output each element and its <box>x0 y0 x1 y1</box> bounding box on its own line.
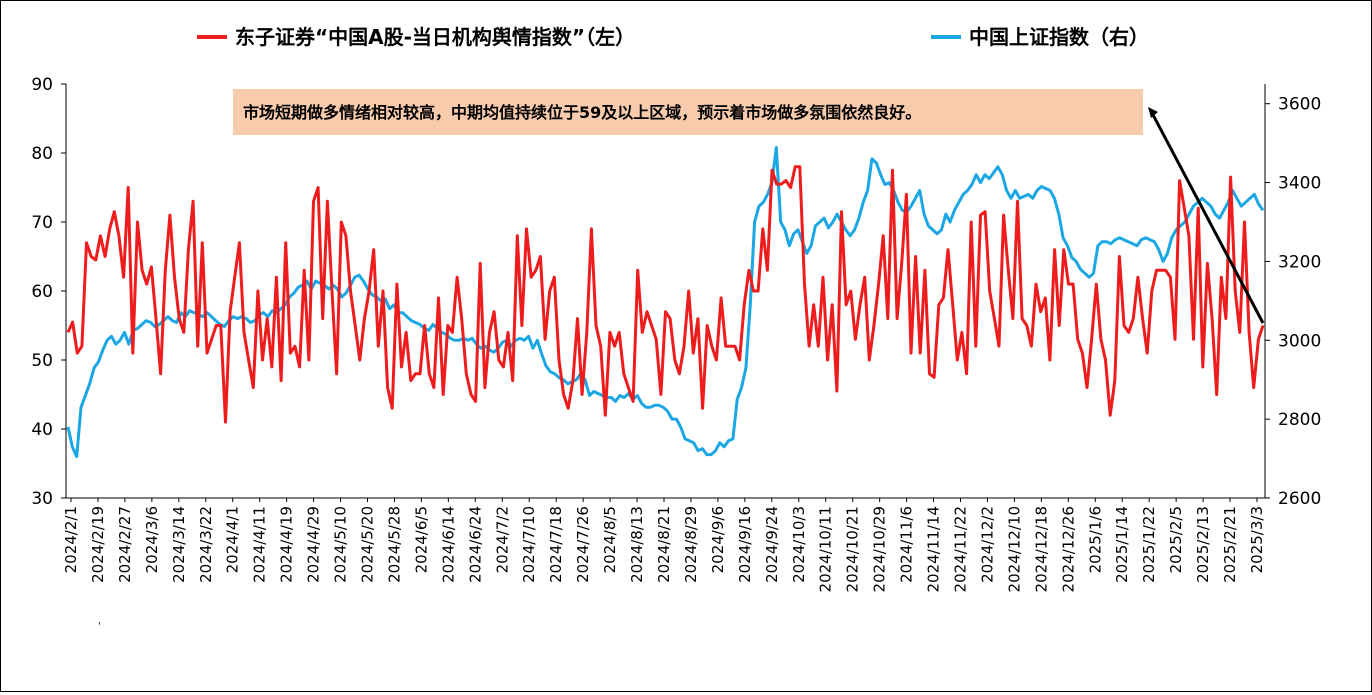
annotation-arrowhead <box>1148 107 1158 118</box>
x-tick-label: 2024/10/21 <box>844 506 862 592</box>
x-tick-label: 2024/7/2 <box>493 506 511 573</box>
x-tick-label: 2024/5/28 <box>385 506 403 583</box>
annotation-box <box>233 89 1143 135</box>
left-y-tick-label: 80 <box>31 144 53 164</box>
annotation-text: 市场短期做多情绪相对较高，中期均值持续位于59及以上区域，预示着市场做多氛围依然… <box>243 103 921 122</box>
x-tick-label: 2024/8/29 <box>682 506 700 583</box>
left-y-tick-label: 50 <box>31 351 53 371</box>
x-tick-label: 2024/11/6 <box>898 506 916 583</box>
series-line-sentiment-index <box>66 165 1265 424</box>
x-tick-label: 2024/6/5 <box>412 506 430 573</box>
x-tick-label: 2025/3/3 <box>1248 506 1266 573</box>
x-tick-label: 2024/10/11 <box>817 506 835 592</box>
x-axis-ticks: 2024/2/1 2024/2/19 2024/2/27 2024/3/6 2024/3… <box>62 498 1266 592</box>
x-tick-label: 2024/8/21 <box>655 506 673 583</box>
x-tick-label: 2025/2/13 <box>1194 506 1212 583</box>
x-tick-label: 2024/4/1 <box>224 506 242 573</box>
series-line-shanghai-index <box>66 146 1265 459</box>
legend-label-left-series: 东子证券“中国A股-当日机构舆情指数”（左） <box>235 25 635 49</box>
legend: 东子证券“中国A股-当日机构舆情指数”（左） 中国上证指数（右） <box>197 25 1149 49</box>
right-y-tick-label: 3400 <box>1278 174 1321 194</box>
x-tick-label: 2024/7/26 <box>574 506 592 583</box>
legend-label-right-series: 中国上证指数（右） <box>969 25 1149 49</box>
x-tick-label: 2024/5/10 <box>332 506 350 583</box>
x-tick-label: 2024/5/20 <box>359 506 377 583</box>
right-y-tick-label: 3600 <box>1278 95 1321 115</box>
left-y-tick-label: 60 <box>31 282 53 302</box>
right-y-tick-label: 3200 <box>1278 252 1321 272</box>
x-tick-label: 2025/1/6 <box>1086 506 1104 573</box>
left-y-tick-label: 90 <box>31 75 53 95</box>
x-tick-label: 2025/1/22 <box>1140 506 1158 583</box>
x-tick-label: 2024/12/2 <box>978 506 996 583</box>
left-y-tick-label: 30 <box>31 489 53 509</box>
x-tick-label: 2024/2/1 <box>62 506 80 573</box>
x-tick-label: 2025/2/21 <box>1221 506 1239 583</box>
x-tick-label: 2024/9/24 <box>763 506 781 583</box>
x-tick-label: 2025/1/14 <box>1113 506 1131 583</box>
x-tick-label: 2024/3/22 <box>197 506 215 583</box>
left-y-axis-ticks: 30 40 50 60 70 80 90 <box>31 75 66 509</box>
x-tick-label: 2024/6/24 <box>466 506 484 583</box>
right-y-axis-ticks: 2600 2800 3000 3200 3400 3600 <box>1265 95 1321 509</box>
x-tick-label: 2024/12/26 <box>1059 506 1077 592</box>
x-tick-label: 2024/10/3 <box>790 506 808 583</box>
x-tick-label: 2024/8/5 <box>601 506 619 573</box>
axes <box>65 84 1266 499</box>
x-tick-label: 2024/12/10 <box>1005 506 1023 592</box>
x-tick-label: 2024/8/13 <box>628 506 646 583</box>
right-y-tick-label: 2600 <box>1278 489 1321 509</box>
x-tick-label: 2024/4/19 <box>278 506 296 583</box>
x-tick-label: 2024/3/14 <box>170 506 188 583</box>
x-tick-label: 2024/4/29 <box>305 506 323 583</box>
x-tick-label: 2024/4/11 <box>251 506 269 583</box>
x-tick-label: 2024/9/16 <box>736 506 754 583</box>
left-y-tick-label: 70 <box>31 213 53 233</box>
left-y-tick-label: 40 <box>31 420 53 440</box>
x-tick-label: 2024/7/10 <box>520 506 538 583</box>
x-tick-label: 2024/7/18 <box>547 506 565 583</box>
x-tick-label: 2024/12/18 <box>1032 506 1050 592</box>
x-tick-label: 2024/3/6 <box>143 506 161 573</box>
x-tick-label: 2024/6/14 <box>439 506 457 583</box>
x-tick-label: 2024/11/14 <box>925 506 943 592</box>
right-y-tick-label: 3000 <box>1278 331 1321 351</box>
annotation: 市场短期做多情绪相对较高，中期均值持续位于59及以上区域，预示着市场做多氛围依然… <box>233 89 1265 324</box>
stray-mark: ' <box>98 621 101 632</box>
annotation-arrow <box>1149 110 1265 324</box>
x-tick-label: 2024/11/22 <box>952 506 970 592</box>
x-tick-label: 2024/9/6 <box>709 506 727 573</box>
right-y-tick-label: 2800 <box>1278 410 1321 430</box>
x-tick-label: 2025/2/5 <box>1167 506 1185 573</box>
x-tick-label: 2024/2/19 <box>89 506 107 583</box>
x-tick-label: 2024/10/29 <box>871 506 889 592</box>
x-tick-label: 2024/2/27 <box>116 506 134 583</box>
